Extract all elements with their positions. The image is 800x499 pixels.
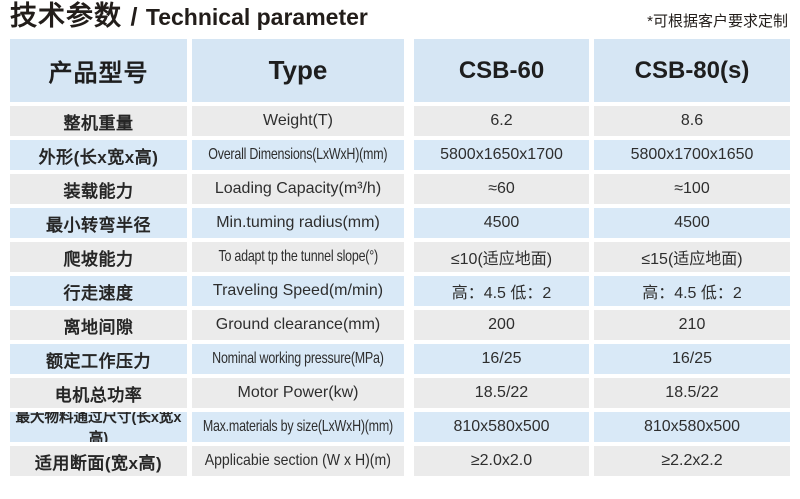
header-label-csb-60: CSB-60 [458,56,545,84]
header-cell-csb-60: CSB-60 [414,39,594,102]
cell-label-en: Overall Dimensions(LxWxH)(mm) [192,140,414,170]
cell-value-csb80: ≈100 [594,174,790,204]
table-row: 最大物料通过尺寸(长x宽x高) Max.materials by size(Lx… [10,412,790,442]
table-header-row: 产品型号 Type CSB-60 CSB-80(s) [10,39,790,102]
cell-value-csb60: 18.5/22 [414,378,594,408]
cell-label-en: Min.tuming radius(mm) [192,208,414,238]
header-cell-product-model: 产品型号 [10,39,192,102]
header-cell-type: Type [192,39,414,102]
cell-label-cn: 爬坡能力 [10,242,192,272]
cell-value-csb60: 810x580x500 [414,412,594,442]
cell-label-cn: 最小转弯半径 [10,208,192,238]
cell-label-en: Weight(T) [192,106,414,136]
cell-value-csb80: 810x580x500 [594,412,790,442]
cell-label-en: Nominal working pressure(MPa) [192,344,414,374]
title-bar: 技术参数 / Technical parameter *可根据客户要求定制 [0,0,800,39]
cell-value-csb80: 16/25 [594,344,790,374]
table-row: 爬坡能力 To adapt tp the tunnel slope(°) ≤10… [10,242,790,272]
cell-label-cn: 电机总功率 [10,378,192,408]
table-row: 最小转弯半径 Min.tuming radius(mm) 4500 4500 [10,208,790,238]
cell-label-en: Applicabie section (W x H)(m) [192,446,414,476]
cell-label-en: Ground clearance(mm) [192,310,414,340]
cell-label-en: Motor Power(kw) [192,378,414,408]
cell-label-en: Traveling Speed(m/min) [192,276,414,306]
page-title: 技术参数 / Technical parameter [10,0,368,33]
header-label-type: Type [268,55,328,85]
cell-label-cn: 最大物料通过尺寸(长x宽x高) [10,412,192,442]
table-row: 离地间隙 Ground clearance(mm) 200 210 [10,310,790,340]
cell-value-csb60: 4500 [414,208,594,238]
title-separator: / [130,3,138,31]
page-title-en: Technical parameter [145,4,368,30]
cell-value-csb60: 高：4.5 低：2 [414,276,594,306]
cell-label-cn: 适用断面(宽x高) [10,446,192,476]
table-row: 电机总功率 Motor Power(kw) 18.5/22 18.5/22 [10,378,790,408]
table-row: 额定工作压力 Nominal working pressure(MPa) 16/… [10,344,790,374]
cell-value-csb80: 4500 [594,208,790,238]
cell-value-csb60: 16/25 [414,344,594,374]
customization-note: *可根据客户要求定制 [647,13,788,30]
cell-value-csb60: ≈60 [414,174,594,204]
cell-value-csb80: 8.6 [594,106,790,136]
cell-label-cn: 装载能力 [10,174,192,204]
table-row: 整机重量 Weight(T) 6.2 8.6 [10,106,790,136]
table-row: 适用断面(宽x高) Applicabie section (W x H)(m) … [10,446,790,476]
cell-value-csb60: ≥2.0x2.0 [414,446,594,476]
cell-label-en: Max.materials by size(LxWxH)(mm) [192,412,414,442]
header-cell-csb-80s: CSB-80(s) [594,39,790,102]
cell-value-csb60: ≤10(适应地面) [414,242,594,272]
cell-value-csb80: ≤15(适应地面) [594,242,790,272]
cell-label-cn: 整机重量 [10,106,192,136]
table-row: 行走速度 Traveling Speed(m/min) 高：4.5 低：2 高：… [10,276,790,306]
cell-value-csb60: 5800x1650x1700 [414,140,594,170]
parameter-table: 产品型号 Type CSB-60 CSB-80(s) 整机重量 Weight(T… [0,39,800,476]
cell-value-csb80: 高：4.5 低：2 [594,276,790,306]
cell-value-csb80: 5800x1700x1650 [594,140,790,170]
table-row: 外形(长x宽x高) Overall Dimensions(LxWxH)(mm) … [10,140,790,170]
cell-value-csb80: 18.5/22 [594,378,790,408]
header-label-csb-80s: CSB-80(s) [634,56,750,84]
cell-value-csb60: 200 [414,310,594,340]
cell-value-csb80: ≥2.2x2.2 [594,446,790,476]
cell-label-cn: 离地间隙 [10,310,192,340]
cell-value-csb80: 210 [594,310,790,340]
cell-value-csb60: 6.2 [414,106,594,136]
cell-label-en: Loading Capacity(m³/h) [192,174,414,204]
cell-label-en: To adapt tp the tunnel slope(°) [192,242,414,272]
page-title-cn: 技术参数 [10,1,122,31]
table-row: 装载能力 Loading Capacity(m³/h) ≈60 ≈100 [10,174,790,204]
cell-label-cn: 外形(长x宽x高) [10,140,192,170]
header-label-product-model: 产品型号 [48,60,149,87]
cell-label-cn: 行走速度 [10,276,192,306]
cell-label-cn: 额定工作压力 [10,344,192,374]
